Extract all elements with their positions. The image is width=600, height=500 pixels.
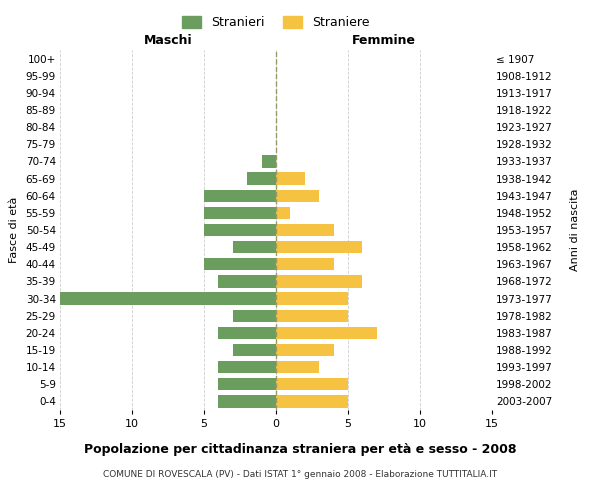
Bar: [233, 310, 276, 322]
Bar: [204, 206, 276, 219]
Text: Femmine: Femmine: [352, 34, 416, 46]
Bar: [218, 378, 276, 390]
Bar: [262, 156, 276, 168]
Bar: [276, 310, 348, 322]
Bar: [276, 326, 377, 339]
Bar: [276, 172, 305, 184]
Bar: [233, 241, 276, 254]
Bar: [218, 276, 276, 287]
Bar: [276, 190, 319, 202]
Bar: [233, 344, 276, 356]
Legend: Stranieri, Straniere: Stranieri, Straniere: [178, 11, 374, 34]
Text: COMUNE DI ROVESCALA (PV) - Dati ISTAT 1° gennaio 2008 - Elaborazione TUTTITALIA.: COMUNE DI ROVESCALA (PV) - Dati ISTAT 1°…: [103, 470, 497, 479]
Bar: [218, 361, 276, 374]
Bar: [276, 361, 319, 374]
Bar: [218, 396, 276, 407]
Bar: [276, 241, 362, 254]
Bar: [276, 344, 334, 356]
Bar: [276, 292, 348, 304]
Bar: [276, 224, 334, 236]
Y-axis label: Fasce di età: Fasce di età: [8, 197, 19, 263]
Bar: [204, 190, 276, 202]
Bar: [276, 378, 348, 390]
Bar: [276, 258, 334, 270]
Bar: [60, 292, 276, 304]
Bar: [204, 258, 276, 270]
Text: Popolazione per cittadinanza straniera per età e sesso - 2008: Popolazione per cittadinanza straniera p…: [84, 442, 516, 456]
Bar: [276, 396, 348, 407]
Bar: [276, 276, 362, 287]
Text: Maschi: Maschi: [143, 34, 193, 46]
Y-axis label: Anni di nascita: Anni di nascita: [569, 188, 580, 271]
Bar: [247, 172, 276, 184]
Bar: [276, 206, 290, 219]
Bar: [204, 224, 276, 236]
Bar: [218, 326, 276, 339]
